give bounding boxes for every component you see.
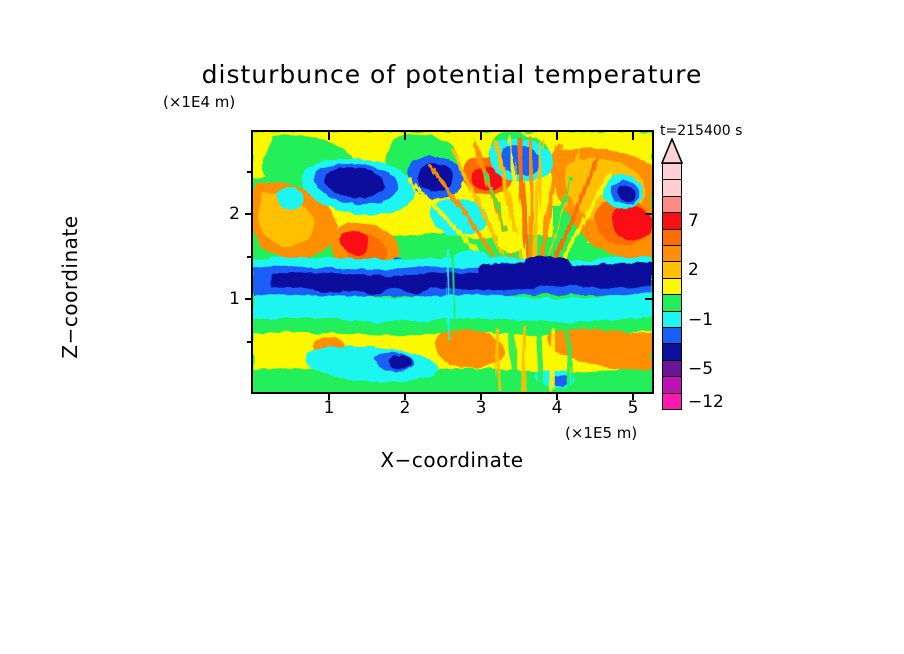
x-tick [328, 392, 330, 400]
x-tick [404, 132, 406, 140]
colorbar-tick-label: −1 [688, 309, 714, 330]
y-tick [245, 213, 253, 215]
y-tick-minor [247, 256, 253, 258]
colorbar-band [662, 277, 682, 296]
colorbar-band [662, 310, 682, 329]
z-axis-unit-label: (×1E4 m) [163, 93, 236, 111]
x-axis-label: X−coordinate [380, 448, 524, 472]
colorbar-band [662, 163, 682, 181]
colorbar-band [662, 392, 682, 411]
contour-plot-area [253, 132, 652, 392]
y-tick [245, 298, 253, 300]
x-tick [480, 392, 482, 400]
colorbar-band [662, 327, 682, 345]
colorbar-band [662, 261, 682, 280]
colorbar-band [662, 179, 682, 198]
x-tick [328, 132, 330, 140]
x-tick [632, 392, 634, 400]
colorbar-band [662, 343, 682, 362]
x-tick-label: 2 [399, 398, 411, 418]
x-tick [632, 132, 634, 140]
x-tick-label: 5 [627, 398, 639, 418]
x-tick [404, 392, 406, 400]
x-axis-unit-label: (×1E5 m) [565, 424, 638, 442]
x-tick [556, 392, 558, 400]
y-tick-minor [247, 341, 253, 343]
x-tick [480, 132, 482, 140]
x-tick-label: 3 [475, 398, 487, 418]
y-tick-label: 2 [229, 204, 240, 224]
x-tick-label: 1 [323, 398, 335, 418]
timestamp-annotation: t=215400 s [660, 123, 743, 139]
colorbar-band [662, 228, 682, 247]
y-tick [645, 213, 653, 215]
x-tick [556, 132, 558, 140]
colorbar-tick-label: −12 [688, 391, 724, 412]
y-axis-label: Z−coordinate [58, 215, 82, 359]
colorbar-tick-label: −5 [688, 358, 714, 379]
y-tick-label: 1 [229, 289, 240, 309]
colorbar-band [662, 195, 682, 214]
colorbar-tick-label: 2 [688, 260, 699, 281]
x-tick-label: 4 [551, 398, 563, 418]
colorbar-band [662, 245, 682, 263]
colorbar-arrow-tip [661, 138, 684, 164]
chart-title: disturbunce of potential temperature [201, 60, 703, 89]
colorbar-band [662, 359, 682, 378]
colorbar-band [662, 376, 682, 395]
y-tick [645, 298, 653, 300]
colorbar-band [662, 212, 682, 231]
colorbar-tick-label: 7 [688, 211, 699, 232]
colorbar-band [662, 294, 682, 313]
y-tick-minor [247, 171, 253, 173]
